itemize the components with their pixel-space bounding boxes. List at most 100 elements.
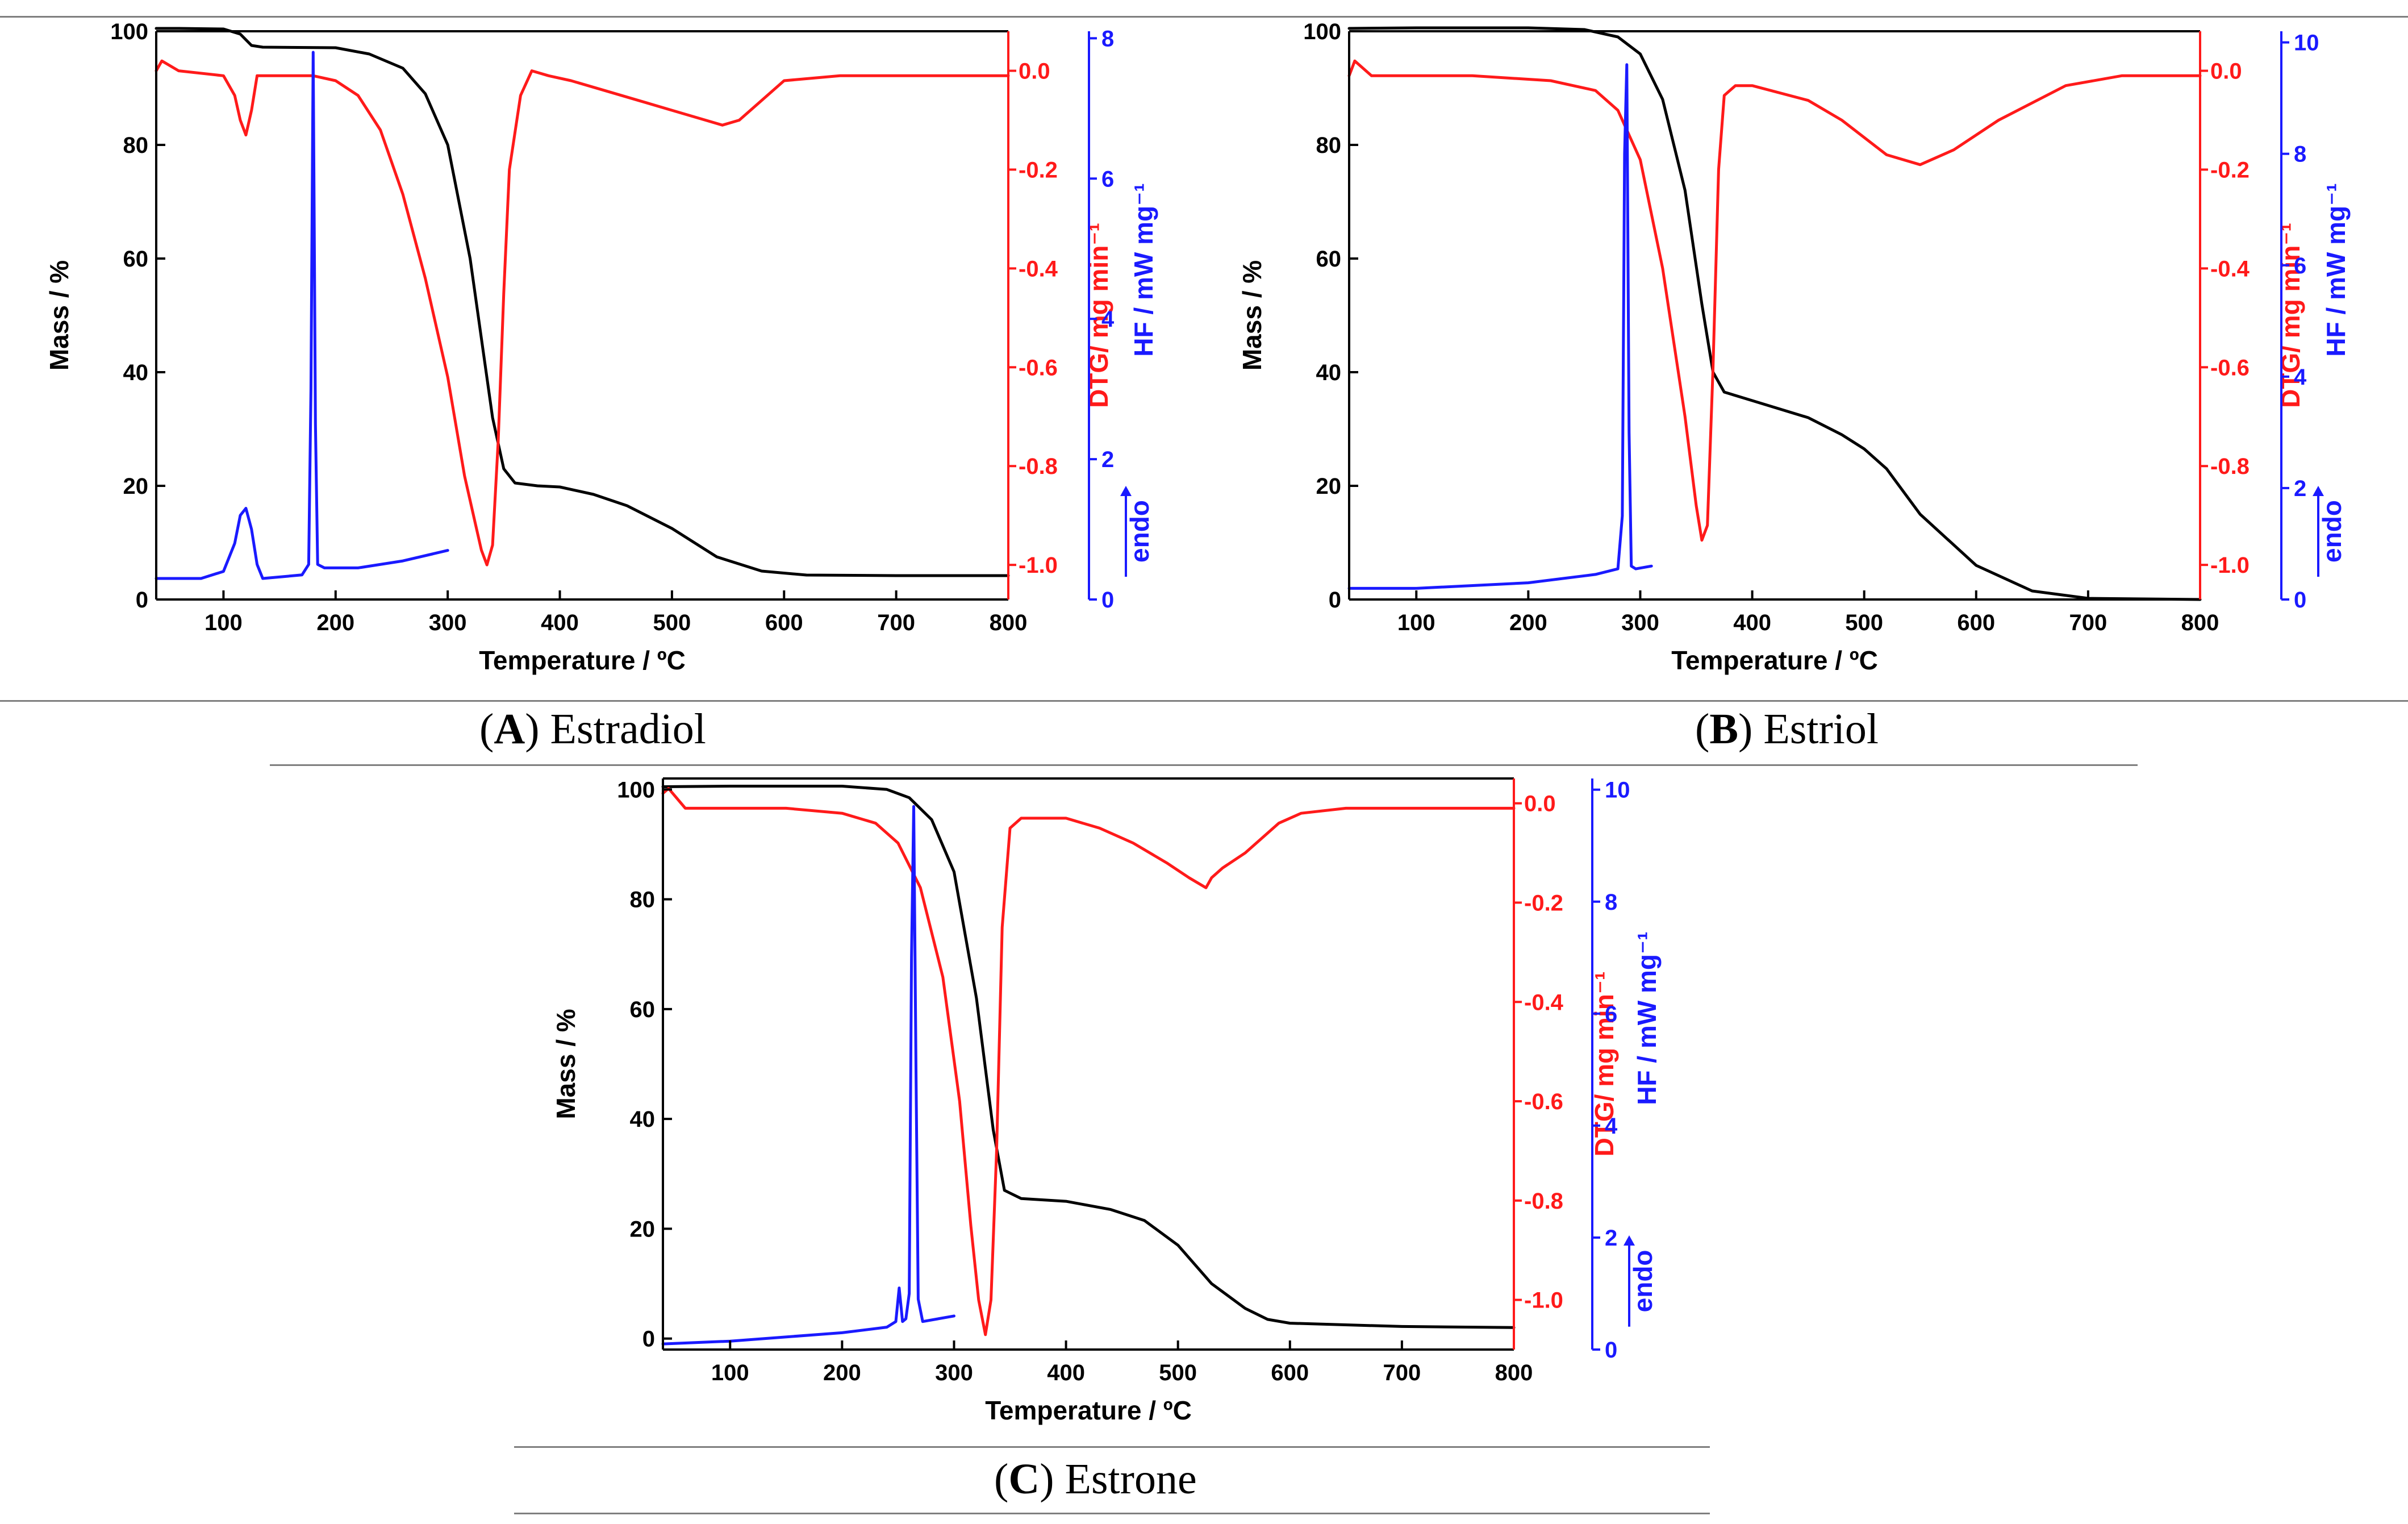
mass-tick-label-0-a: 0 xyxy=(136,588,148,613)
x-axis-title-a: Temperature / ºC xyxy=(479,646,686,675)
dtg-tick-label-b: -0.8 xyxy=(2210,454,2250,479)
mass-tick-label-80-c: 80 xyxy=(630,888,656,913)
x-tick-label-300-c: 300 xyxy=(935,1360,973,1385)
rule-c-left xyxy=(270,764,2138,766)
mass-axis-title-c: Mass / % xyxy=(551,1009,581,1119)
x-tick-label-200-c: 200 xyxy=(823,1360,861,1385)
mass-tick-label-100-b: 100 xyxy=(1303,19,1341,44)
hf-tick-label-8-b: 8 xyxy=(2294,142,2306,167)
mass-tick-label-60-a: 60 xyxy=(123,247,149,272)
rule-top xyxy=(0,16,2408,18)
hf-tick-label-0-b: 0 xyxy=(2294,588,2306,613)
x-tick-label-700-b: 700 xyxy=(2069,610,2107,635)
caption-a-name: Estradiol xyxy=(550,705,706,753)
x-tick-label-800-b: 800 xyxy=(2181,610,2219,635)
dtg-tick-label-c: -0.4 xyxy=(1524,990,1564,1015)
mass-axis-title-b: Mass / % xyxy=(1237,260,1267,370)
dtg-tick-label-b: 0.0 xyxy=(2210,59,2242,84)
x-tick-label-800-a: 800 xyxy=(990,610,1028,635)
x-tick-label-200-a: 200 xyxy=(316,610,354,635)
x-axis-title-c: Temperature / ºC xyxy=(985,1396,1192,1425)
dtg-tick-label-b: -0.4 xyxy=(2210,256,2250,281)
series-dtg-line-a xyxy=(155,59,1010,567)
mass-tick-label-80-a: 80 xyxy=(123,133,149,158)
caption-c-letter: C xyxy=(1008,1455,1040,1503)
caption-a-letter: A xyxy=(494,705,525,753)
dtg-tick-label-a: -1.0 xyxy=(1019,553,1058,578)
endo-label-c: endo xyxy=(1628,1250,1658,1312)
x-tick-label-100-a: 100 xyxy=(205,610,243,635)
mass-tick-label-40-a: 40 xyxy=(123,360,149,385)
dtg-tick-label-a: -0.6 xyxy=(1019,355,1058,380)
hf-tick-label-2-b: 2 xyxy=(2294,476,2306,501)
caption-b: (B) Estriol xyxy=(1695,705,1879,753)
x-tick-label-300-b: 300 xyxy=(1621,610,1659,635)
endo-label-b: endo xyxy=(2317,500,2347,563)
mass-axis-title-a: Mass / % xyxy=(44,260,74,370)
endo-arrow-head-b xyxy=(2313,486,2324,496)
x-tick-label-300-a: 300 xyxy=(429,610,467,635)
x-tick-label-100-b: 100 xyxy=(1397,610,1435,635)
x-tick-label-200-b: 200 xyxy=(1509,610,1547,635)
series-mass-line-b xyxy=(1347,26,2202,601)
mass-tick-label-20-b: 20 xyxy=(1316,474,1342,499)
dtg-tick-label-b: -1.0 xyxy=(2210,553,2250,578)
x-tick-label-600-b: 600 xyxy=(1957,610,1995,635)
mass-tick-label-20-c: 20 xyxy=(630,1217,656,1242)
series-hf-line-a xyxy=(155,51,449,580)
hf-tick-label-0-c: 0 xyxy=(1605,1338,1617,1363)
hf-tick-label-4-c: 4 xyxy=(1605,1114,1618,1139)
series-dtg-line-b xyxy=(1347,59,2202,542)
hf-tick-label-8-a: 8 xyxy=(1101,26,1114,51)
x-tick-label-500-c: 500 xyxy=(1159,1360,1197,1385)
hf-tick-label-4-a: 4 xyxy=(1101,307,1115,332)
mass-tick-label-0-c: 0 xyxy=(642,1327,655,1352)
dtg-tick-label-b: -0.2 xyxy=(2210,157,2250,182)
hf-tick-label-10-b: 10 xyxy=(2294,31,2319,56)
hf-axis-title-c: HF / mW mg⁻¹ xyxy=(1632,931,1662,1105)
dtg-tick-label-a: 0.0 xyxy=(1019,59,1050,84)
dtg-tick-label-a: -0.4 xyxy=(1019,256,1058,281)
dtg-tick-label-c: -0.6 xyxy=(1524,1089,1563,1114)
dtg-tick-label-a: -0.8 xyxy=(1019,454,1058,479)
dtg-tick-label-c: 0.0 xyxy=(1524,792,1556,817)
rule-bottom xyxy=(514,1513,1710,1514)
hf-tick-label-2-a: 2 xyxy=(1101,447,1114,472)
hf-tick-label-2-c: 2 xyxy=(1605,1226,1617,1251)
x-tick-label-600-a: 600 xyxy=(765,610,803,635)
x-tick-label-500-a: 500 xyxy=(653,610,691,635)
dtg-tick-label-a: -0.2 xyxy=(1019,157,1058,182)
endo-arrow-head-c xyxy=(1624,1235,1635,1246)
rule-mid xyxy=(0,700,2408,702)
mass-tick-label-40-b: 40 xyxy=(1316,360,1342,385)
hf-tick-label-10-c: 10 xyxy=(1605,778,1630,803)
x-tick-label-600-c: 600 xyxy=(1271,1360,1309,1385)
dtg-tick-label-c: -0.2 xyxy=(1524,890,1563,915)
endo-arrow-head-a xyxy=(1120,486,1132,496)
caption-c: (C) Estrone xyxy=(994,1455,1197,1503)
mass-tick-label-60-c: 60 xyxy=(630,997,656,1022)
mass-tick-label-20-a: 20 xyxy=(123,474,149,499)
x-tick-label-400-a: 400 xyxy=(541,610,579,635)
hf-tick-label-6-a: 6 xyxy=(1101,166,1114,191)
mass-tick-label-100-a: 100 xyxy=(110,19,148,44)
series-dtg-line-c xyxy=(661,787,1516,1336)
mass-tick-label-60-b: 60 xyxy=(1316,247,1342,272)
x-axis-title-b: Temperature / ºC xyxy=(1671,646,1878,675)
mass-tick-label-100-c: 100 xyxy=(617,777,655,802)
caption-a: (A) Estradiol xyxy=(479,705,706,753)
series-mass-line-c xyxy=(661,785,1516,1329)
caption-c-name: Estrone xyxy=(1065,1455,1197,1503)
x-tick-label-100-c: 100 xyxy=(711,1360,749,1385)
mass-tick-label-80-b: 80 xyxy=(1316,133,1342,158)
dtg-tick-label-c: -0.8 xyxy=(1524,1189,1563,1214)
hf-tick-label-6-b: 6 xyxy=(2294,253,2306,278)
hf-tick-label-4-b: 4 xyxy=(2294,365,2307,390)
x-tick-label-500-b: 500 xyxy=(1845,610,1883,635)
x-tick-label-700-c: 700 xyxy=(1383,1360,1421,1385)
dtg-tick-label-c: -1.0 xyxy=(1524,1288,1563,1313)
